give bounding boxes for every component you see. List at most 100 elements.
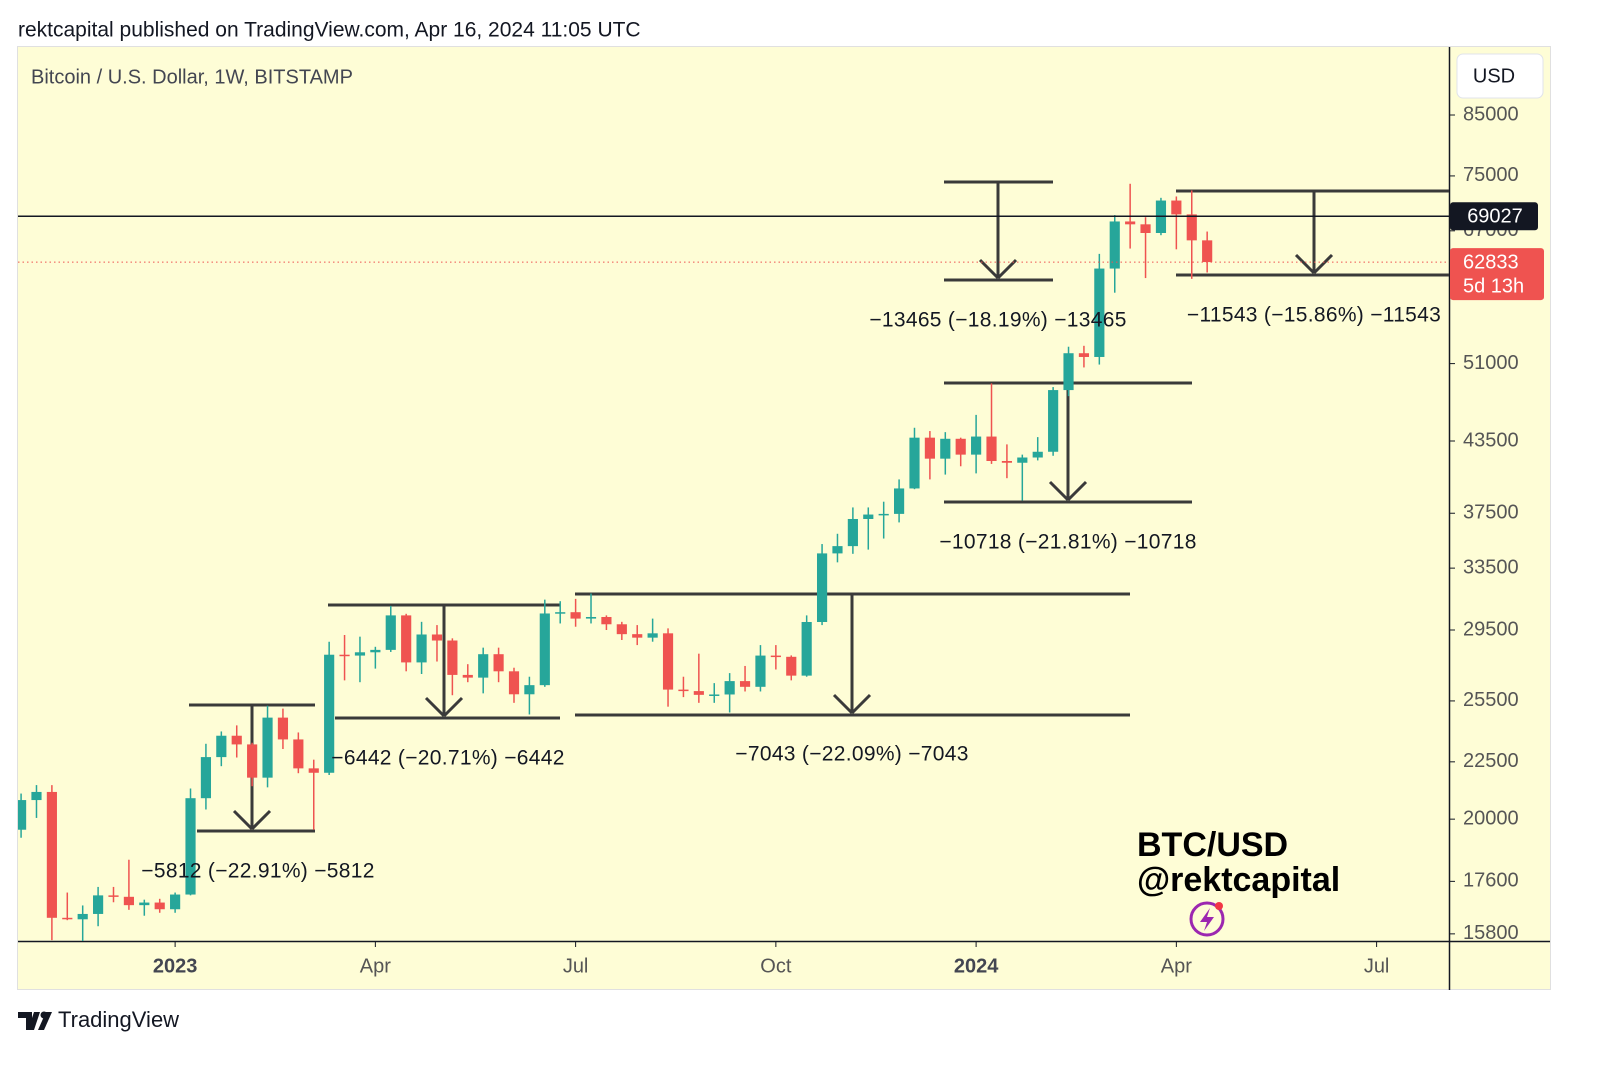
candle-body — [1078, 353, 1090, 357]
candle-body — [555, 612, 566, 614]
x-tick-label: Oct — [760, 955, 792, 977]
candle-body — [339, 654, 350, 657]
x-tick-label: Jul — [563, 955, 589, 977]
candle-body — [786, 656, 797, 676]
candle-body — [62, 917, 73, 920]
candle-body — [1094, 268, 1105, 357]
measure-drawings — [189, 180, 1449, 833]
price-label-bg — [1450, 202, 1538, 231]
countdown-label: 5d 13h — [1463, 275, 1524, 297]
candle-body — [1001, 460, 1012, 463]
price-label: 69027 — [1467, 206, 1523, 228]
x-tick-label: Apr — [360, 955, 391, 977]
candle-body — [1202, 240, 1213, 263]
candle-body — [231, 735, 242, 745]
candle-body — [1032, 451, 1043, 458]
candle-body — [139, 902, 150, 906]
candle-body — [478, 654, 489, 678]
candle-body — [1109, 221, 1120, 269]
y-tick-label: 29500 — [1463, 618, 1519, 640]
candle-body — [370, 649, 381, 653]
candle-body — [909, 437, 920, 489]
candle-body — [647, 633, 658, 638]
candle-body — [462, 674, 473, 678]
y-tick-label: 22500 — [1463, 750, 1519, 772]
watermark: BTC/USD — [1137, 826, 1288, 864]
candle-body — [539, 613, 550, 686]
candle-body — [46, 791, 57, 918]
x-tick-label: 2023 — [153, 955, 198, 977]
annotation: −5812 (−22.91%) −5812 — [141, 860, 374, 883]
candle-body — [493, 654, 504, 672]
y-tick-label: 15800 — [1463, 922, 1519, 944]
candle-body — [739, 681, 751, 687]
candle-body — [709, 694, 720, 696]
annotation: −6442 (−20.71%) −6442 — [331, 747, 564, 770]
y-tick-label: 51000 — [1463, 352, 1519, 374]
candle-body — [324, 654, 335, 773]
candle-body — [401, 615, 412, 663]
annotation: −13465 (−18.19%) −13465 — [869, 309, 1126, 332]
chart-panel — [17, 46, 1551, 990]
candle-body — [724, 681, 735, 695]
candle-body — [1017, 457, 1028, 463]
candle-body — [986, 436, 997, 461]
candle-body — [940, 438, 951, 459]
y-tick-label: 43500 — [1463, 429, 1519, 451]
candle-body — [1125, 221, 1136, 225]
candle-body — [770, 655, 781, 658]
y-tick-label: 37500 — [1463, 502, 1519, 524]
candle-body — [524, 685, 535, 695]
candle-body — [1171, 200, 1182, 215]
tradingview-logo — [18, 1011, 52, 1030]
y-tick-label: 75000 — [1463, 164, 1519, 186]
candle-body — [955, 438, 966, 455]
candle-body — [1063, 353, 1074, 391]
y-tick-label: 33500 — [1463, 556, 1519, 578]
last-price-bg — [1450, 248, 1544, 301]
candle-body — [93, 895, 104, 914]
watermark: @rektcapital — [1137, 861, 1340, 899]
header: rektcapital published on TradingView.com… — [18, 19, 641, 42]
x-tick-label: Jul — [1364, 955, 1390, 977]
candle-body — [878, 513, 889, 516]
candle-body — [108, 895, 119, 897]
candle-body — [308, 768, 319, 773]
candle-body — [123, 896, 134, 906]
candle-body — [832, 546, 843, 554]
candle-body — [508, 671, 520, 695]
y-tick-label: 25500 — [1463, 689, 1519, 711]
candle-body — [416, 634, 427, 663]
bolt-icon — [1189, 901, 1225, 937]
candle-body — [200, 757, 212, 799]
candle-body — [755, 655, 766, 687]
candle-body — [293, 739, 304, 769]
y-tick-label: 20000 — [1463, 807, 1519, 829]
candle-body — [18, 800, 27, 830]
candle-body — [247, 744, 258, 778]
candle-body — [601, 616, 612, 625]
candle-body — [170, 894, 181, 910]
candle-body — [693, 691, 704, 695]
x-tick-label: 2024 — [954, 955, 999, 977]
candle-body — [1186, 214, 1197, 241]
footer-brand: TradingView — [58, 1007, 179, 1032]
candle-body — [1048, 390, 1059, 452]
candle-body — [632, 634, 643, 638]
annotation: −7043 (−22.09%) −7043 — [735, 743, 968, 766]
y-tick-label: 85000 — [1463, 103, 1519, 125]
candle-body — [154, 902, 165, 910]
candle-body — [185, 798, 196, 895]
candle-body — [847, 518, 858, 547]
candle-body — [863, 514, 874, 519]
currency-button[interactable] — [1456, 53, 1544, 99]
candle-body — [585, 616, 597, 619]
last-price-label: 62833 — [1463, 251, 1519, 273]
candle-body — [816, 553, 828, 622]
annotation: −11543 (−15.86%) −11543 — [1187, 304, 1441, 327]
candle-body — [894, 488, 905, 514]
candle-body — [354, 652, 366, 656]
currency: USD — [1473, 65, 1515, 87]
